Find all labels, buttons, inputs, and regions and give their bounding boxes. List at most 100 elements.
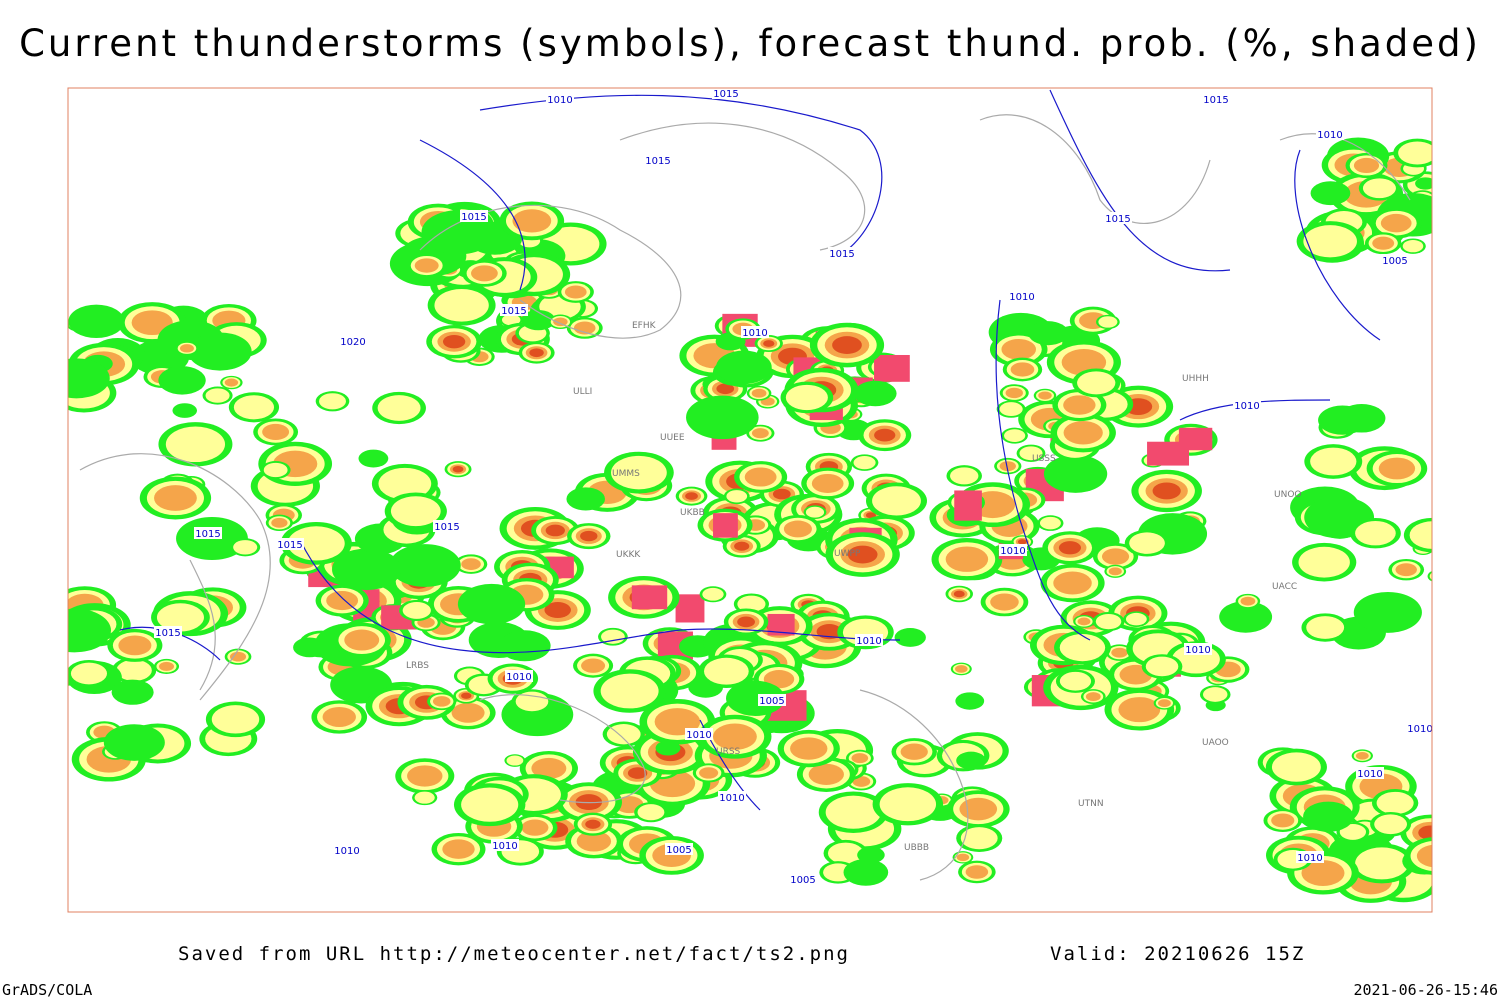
timestamp: 2021-06-26-15:46 xyxy=(1354,981,1499,999)
shade-patch xyxy=(990,593,1019,611)
isobar-label: 1010 xyxy=(547,95,572,106)
shade-patch xyxy=(854,380,897,407)
isobar-label: 1015 xyxy=(829,249,854,260)
shade-patch xyxy=(1098,316,1118,328)
shade-patch xyxy=(344,629,380,651)
shade-patch xyxy=(452,465,464,473)
shade-patch xyxy=(179,344,194,353)
shade-patch xyxy=(402,601,431,619)
isobar-label-bg xyxy=(1296,851,1324,863)
shade-patch xyxy=(224,378,239,387)
storm-symbol xyxy=(631,585,668,610)
shade-patch xyxy=(131,310,173,336)
shade-patch xyxy=(1429,572,1432,580)
isobar-label: 1010 xyxy=(856,636,881,647)
shade-patch xyxy=(512,209,552,233)
isobar-label: 1010 xyxy=(1000,546,1025,557)
isobar-label: 1015 xyxy=(713,89,738,100)
isobar-label: 1010 xyxy=(1317,130,1342,141)
shade-patch xyxy=(874,428,896,442)
shade-patch xyxy=(442,839,475,859)
shade-patch xyxy=(894,628,926,647)
shade-patch xyxy=(686,395,759,440)
shade-patch xyxy=(211,705,260,734)
shade-patch xyxy=(1004,429,1026,443)
shade-patch xyxy=(1101,548,1130,565)
shade-patch xyxy=(407,765,443,787)
shade-patch xyxy=(1355,521,1396,546)
shade-patch xyxy=(531,757,567,779)
shade-patch xyxy=(116,659,152,681)
isobar-label: 1010 xyxy=(1297,853,1322,864)
isobar-label-bg xyxy=(194,527,222,539)
source-url: Saved from URL http://meteocenter.net/fa… xyxy=(178,943,850,965)
isobar-label-bg xyxy=(1184,643,1212,655)
shade-patch xyxy=(872,486,921,516)
station-label: UTNN xyxy=(1078,799,1104,809)
shade-patch xyxy=(1402,239,1424,253)
shade-patch xyxy=(611,455,667,490)
isobar-label: 1010 xyxy=(1009,292,1034,303)
shade-patch xyxy=(685,492,698,500)
shade-patch xyxy=(1310,447,1357,476)
isobar-label-bg xyxy=(741,326,769,338)
isobar-label-bg xyxy=(333,844,361,856)
isobar-label: 1015 xyxy=(277,540,302,551)
station-label: UUEE xyxy=(660,433,685,443)
shade-patch xyxy=(1001,338,1037,360)
isobar-label: 1005 xyxy=(1382,256,1407,267)
shade-patch xyxy=(68,358,110,399)
shade-patch xyxy=(544,602,571,618)
shade-patch xyxy=(461,692,472,699)
shade-patch xyxy=(1028,321,1069,346)
shade-patch xyxy=(953,590,965,598)
shade-patch xyxy=(172,403,197,418)
shade-patch xyxy=(702,587,724,601)
shade-patch xyxy=(637,804,665,821)
station-label: USSS xyxy=(1032,454,1056,464)
map-labels: 1010 1015 1015 1015 1015 1015 1015 1010 1015 1010… xyxy=(154,87,1434,886)
station-label: UWPP xyxy=(834,549,861,559)
isobar-label-bg xyxy=(491,839,519,851)
shade-patch xyxy=(68,304,125,339)
station-label: UMMS xyxy=(612,469,640,479)
isobar-label: 1010 xyxy=(1357,769,1382,780)
isobar-label-bg xyxy=(1008,290,1036,302)
isobar-label: 1010 xyxy=(334,846,359,857)
isobar-label-bg xyxy=(460,210,488,222)
shade-patch xyxy=(1337,403,1386,433)
shade-patch xyxy=(763,340,775,347)
shade-patch xyxy=(1058,541,1081,555)
isobar-label: 1015 xyxy=(501,306,526,317)
shade-patch xyxy=(751,428,769,439)
shade-patch xyxy=(785,384,828,411)
shade-patch xyxy=(205,388,230,403)
isobar-label-bg xyxy=(789,873,817,885)
shade-patch xyxy=(1303,801,1354,832)
shade-patch xyxy=(432,696,451,707)
storm-symbol xyxy=(1147,441,1190,466)
shade-patch xyxy=(233,540,258,555)
shade-patch xyxy=(414,258,439,273)
isobar-label: 1005 xyxy=(759,696,784,707)
isobar-label: 1015 xyxy=(1203,95,1228,106)
shade-patch xyxy=(451,702,485,723)
shade-patch xyxy=(498,630,551,662)
isobar-label-bg xyxy=(685,728,713,740)
shade-patch xyxy=(1039,516,1061,530)
storm-symbol xyxy=(874,354,910,382)
shade-patch xyxy=(699,767,719,779)
shade-patch xyxy=(960,827,998,850)
shade-patch xyxy=(576,830,612,852)
isobar-label-bg xyxy=(1202,93,1230,105)
shade-patch xyxy=(287,526,345,561)
shade-patch xyxy=(529,348,544,358)
shade-patch xyxy=(1157,699,1171,707)
station-label: URSS xyxy=(716,747,741,757)
shade-patch xyxy=(726,490,748,503)
shade-patch xyxy=(1017,539,1027,545)
shade-patch xyxy=(1063,395,1096,415)
shade-patch xyxy=(564,285,587,299)
shade-patch xyxy=(545,524,565,537)
shade-patch xyxy=(1108,567,1122,576)
